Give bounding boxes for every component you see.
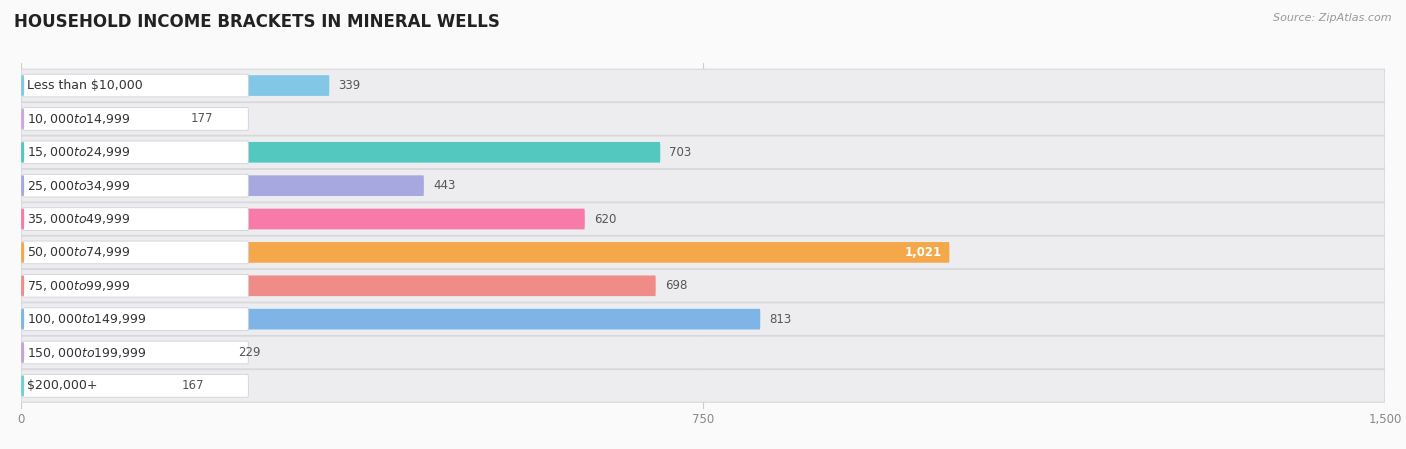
Text: $25,000 to $34,999: $25,000 to $34,999 bbox=[27, 179, 131, 193]
FancyBboxPatch shape bbox=[21, 370, 1385, 402]
FancyBboxPatch shape bbox=[22, 141, 249, 163]
FancyBboxPatch shape bbox=[21, 209, 585, 229]
FancyBboxPatch shape bbox=[21, 242, 949, 263]
Text: $200,000+: $200,000+ bbox=[27, 379, 97, 392]
FancyBboxPatch shape bbox=[21, 309, 761, 330]
FancyBboxPatch shape bbox=[21, 342, 229, 363]
Text: 703: 703 bbox=[669, 146, 692, 159]
FancyBboxPatch shape bbox=[21, 102, 1385, 135]
FancyBboxPatch shape bbox=[21, 269, 1385, 302]
Text: 1,021: 1,021 bbox=[905, 246, 942, 259]
FancyBboxPatch shape bbox=[22, 174, 249, 197]
FancyBboxPatch shape bbox=[22, 341, 249, 364]
Text: 229: 229 bbox=[239, 346, 262, 359]
FancyBboxPatch shape bbox=[22, 374, 249, 397]
FancyBboxPatch shape bbox=[22, 208, 249, 230]
Text: 443: 443 bbox=[433, 179, 456, 192]
FancyBboxPatch shape bbox=[21, 202, 1385, 235]
Text: $15,000 to $24,999: $15,000 to $24,999 bbox=[27, 145, 131, 159]
FancyBboxPatch shape bbox=[21, 375, 173, 396]
FancyBboxPatch shape bbox=[21, 336, 1385, 369]
Text: $50,000 to $74,999: $50,000 to $74,999 bbox=[27, 246, 131, 260]
Text: 813: 813 bbox=[769, 313, 792, 326]
FancyBboxPatch shape bbox=[21, 275, 655, 296]
Text: $75,000 to $99,999: $75,000 to $99,999 bbox=[27, 279, 131, 293]
Text: $10,000 to $14,999: $10,000 to $14,999 bbox=[27, 112, 131, 126]
FancyBboxPatch shape bbox=[21, 142, 661, 163]
FancyBboxPatch shape bbox=[21, 136, 1385, 169]
Text: $100,000 to $149,999: $100,000 to $149,999 bbox=[27, 312, 146, 326]
FancyBboxPatch shape bbox=[22, 274, 249, 297]
FancyBboxPatch shape bbox=[21, 169, 1385, 202]
Text: Less than $10,000: Less than $10,000 bbox=[27, 79, 143, 92]
FancyBboxPatch shape bbox=[22, 108, 249, 130]
FancyBboxPatch shape bbox=[21, 75, 329, 96]
Text: Source: ZipAtlas.com: Source: ZipAtlas.com bbox=[1274, 13, 1392, 23]
FancyBboxPatch shape bbox=[21, 236, 1385, 269]
FancyBboxPatch shape bbox=[21, 303, 1385, 335]
Text: $35,000 to $49,999: $35,000 to $49,999 bbox=[27, 212, 131, 226]
FancyBboxPatch shape bbox=[21, 175, 423, 196]
FancyBboxPatch shape bbox=[21, 109, 181, 129]
FancyBboxPatch shape bbox=[22, 308, 249, 330]
Text: 339: 339 bbox=[339, 79, 361, 92]
Text: 177: 177 bbox=[191, 112, 214, 125]
Text: 620: 620 bbox=[593, 212, 616, 225]
Text: 167: 167 bbox=[181, 379, 204, 392]
Text: HOUSEHOLD INCOME BRACKETS IN MINERAL WELLS: HOUSEHOLD INCOME BRACKETS IN MINERAL WEL… bbox=[14, 13, 501, 31]
Text: $150,000 to $199,999: $150,000 to $199,999 bbox=[27, 346, 146, 360]
FancyBboxPatch shape bbox=[21, 69, 1385, 102]
Text: 698: 698 bbox=[665, 279, 688, 292]
FancyBboxPatch shape bbox=[22, 74, 249, 97]
FancyBboxPatch shape bbox=[22, 241, 249, 264]
